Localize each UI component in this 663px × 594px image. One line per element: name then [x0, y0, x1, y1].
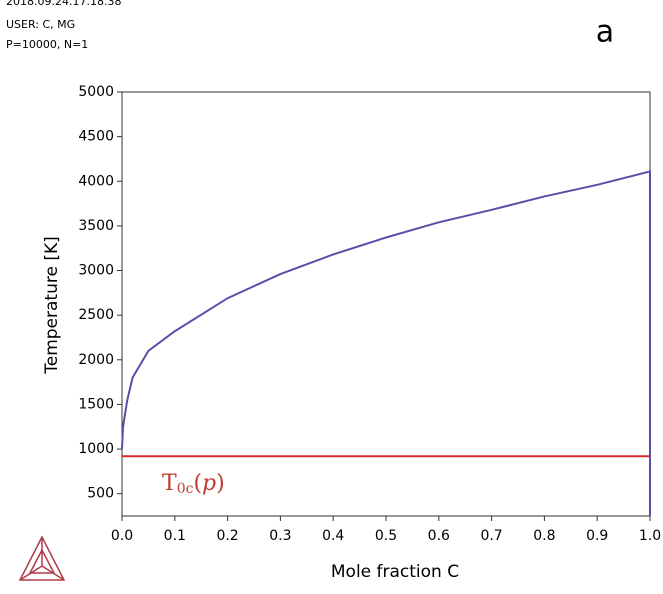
plot-frame: [121, 91, 651, 517]
y-axis-title: Temperature [K]: [42, 236, 62, 375]
logo: [18, 535, 66, 581]
x-axis-title: Mole fraction C: [331, 562, 459, 582]
x-tick-label: 0.2: [216, 528, 238, 544]
x-tick-label: 0.1: [164, 528, 186, 544]
x-tick-label: 0.6: [428, 528, 450, 544]
y-tick-label: 4500: [78, 129, 114, 145]
y-tick-label: 3000: [78, 263, 114, 279]
x-tick-label: 0.0: [111, 528, 133, 544]
y-tick-label: 1500: [78, 396, 114, 412]
x-tick-label: 0.9: [586, 528, 608, 544]
header-line: 2018.09.24.17.18.38: [6, 0, 121, 8]
annotation-part: T: [162, 471, 177, 496]
x-tick-label: 0.7: [480, 528, 502, 544]
y-tick-label: 2000: [78, 352, 114, 368]
y-tick-label: 500: [87, 486, 114, 502]
x-tick-label: 1.0: [639, 528, 661, 544]
x-tick-label: 0.8: [533, 528, 555, 544]
y-tick-label: 4000: [78, 173, 114, 189]
panel-label: a: [596, 15, 614, 50]
annotation-part: ): [216, 471, 225, 496]
annotation: T0c(p): [162, 471, 225, 497]
annotation-part: (: [193, 471, 202, 496]
annotation-part: p: [202, 471, 216, 496]
annotation-part: 0c: [177, 481, 194, 497]
y-tick-label: 2500: [78, 307, 114, 323]
y-tick-label: 1000: [78, 441, 114, 457]
header-line: P=10000, N=1: [6, 38, 88, 51]
x-tick-label: 0.3: [269, 528, 291, 544]
header-line: USER: C, MG: [6, 18, 75, 31]
y-tick-label: 3500: [78, 218, 114, 234]
x-tick-label: 0.5: [375, 528, 397, 544]
y-tick-label: 5000: [78, 84, 114, 100]
x-tick-label: 0.4: [322, 528, 344, 544]
series-line: [121, 170, 651, 516]
